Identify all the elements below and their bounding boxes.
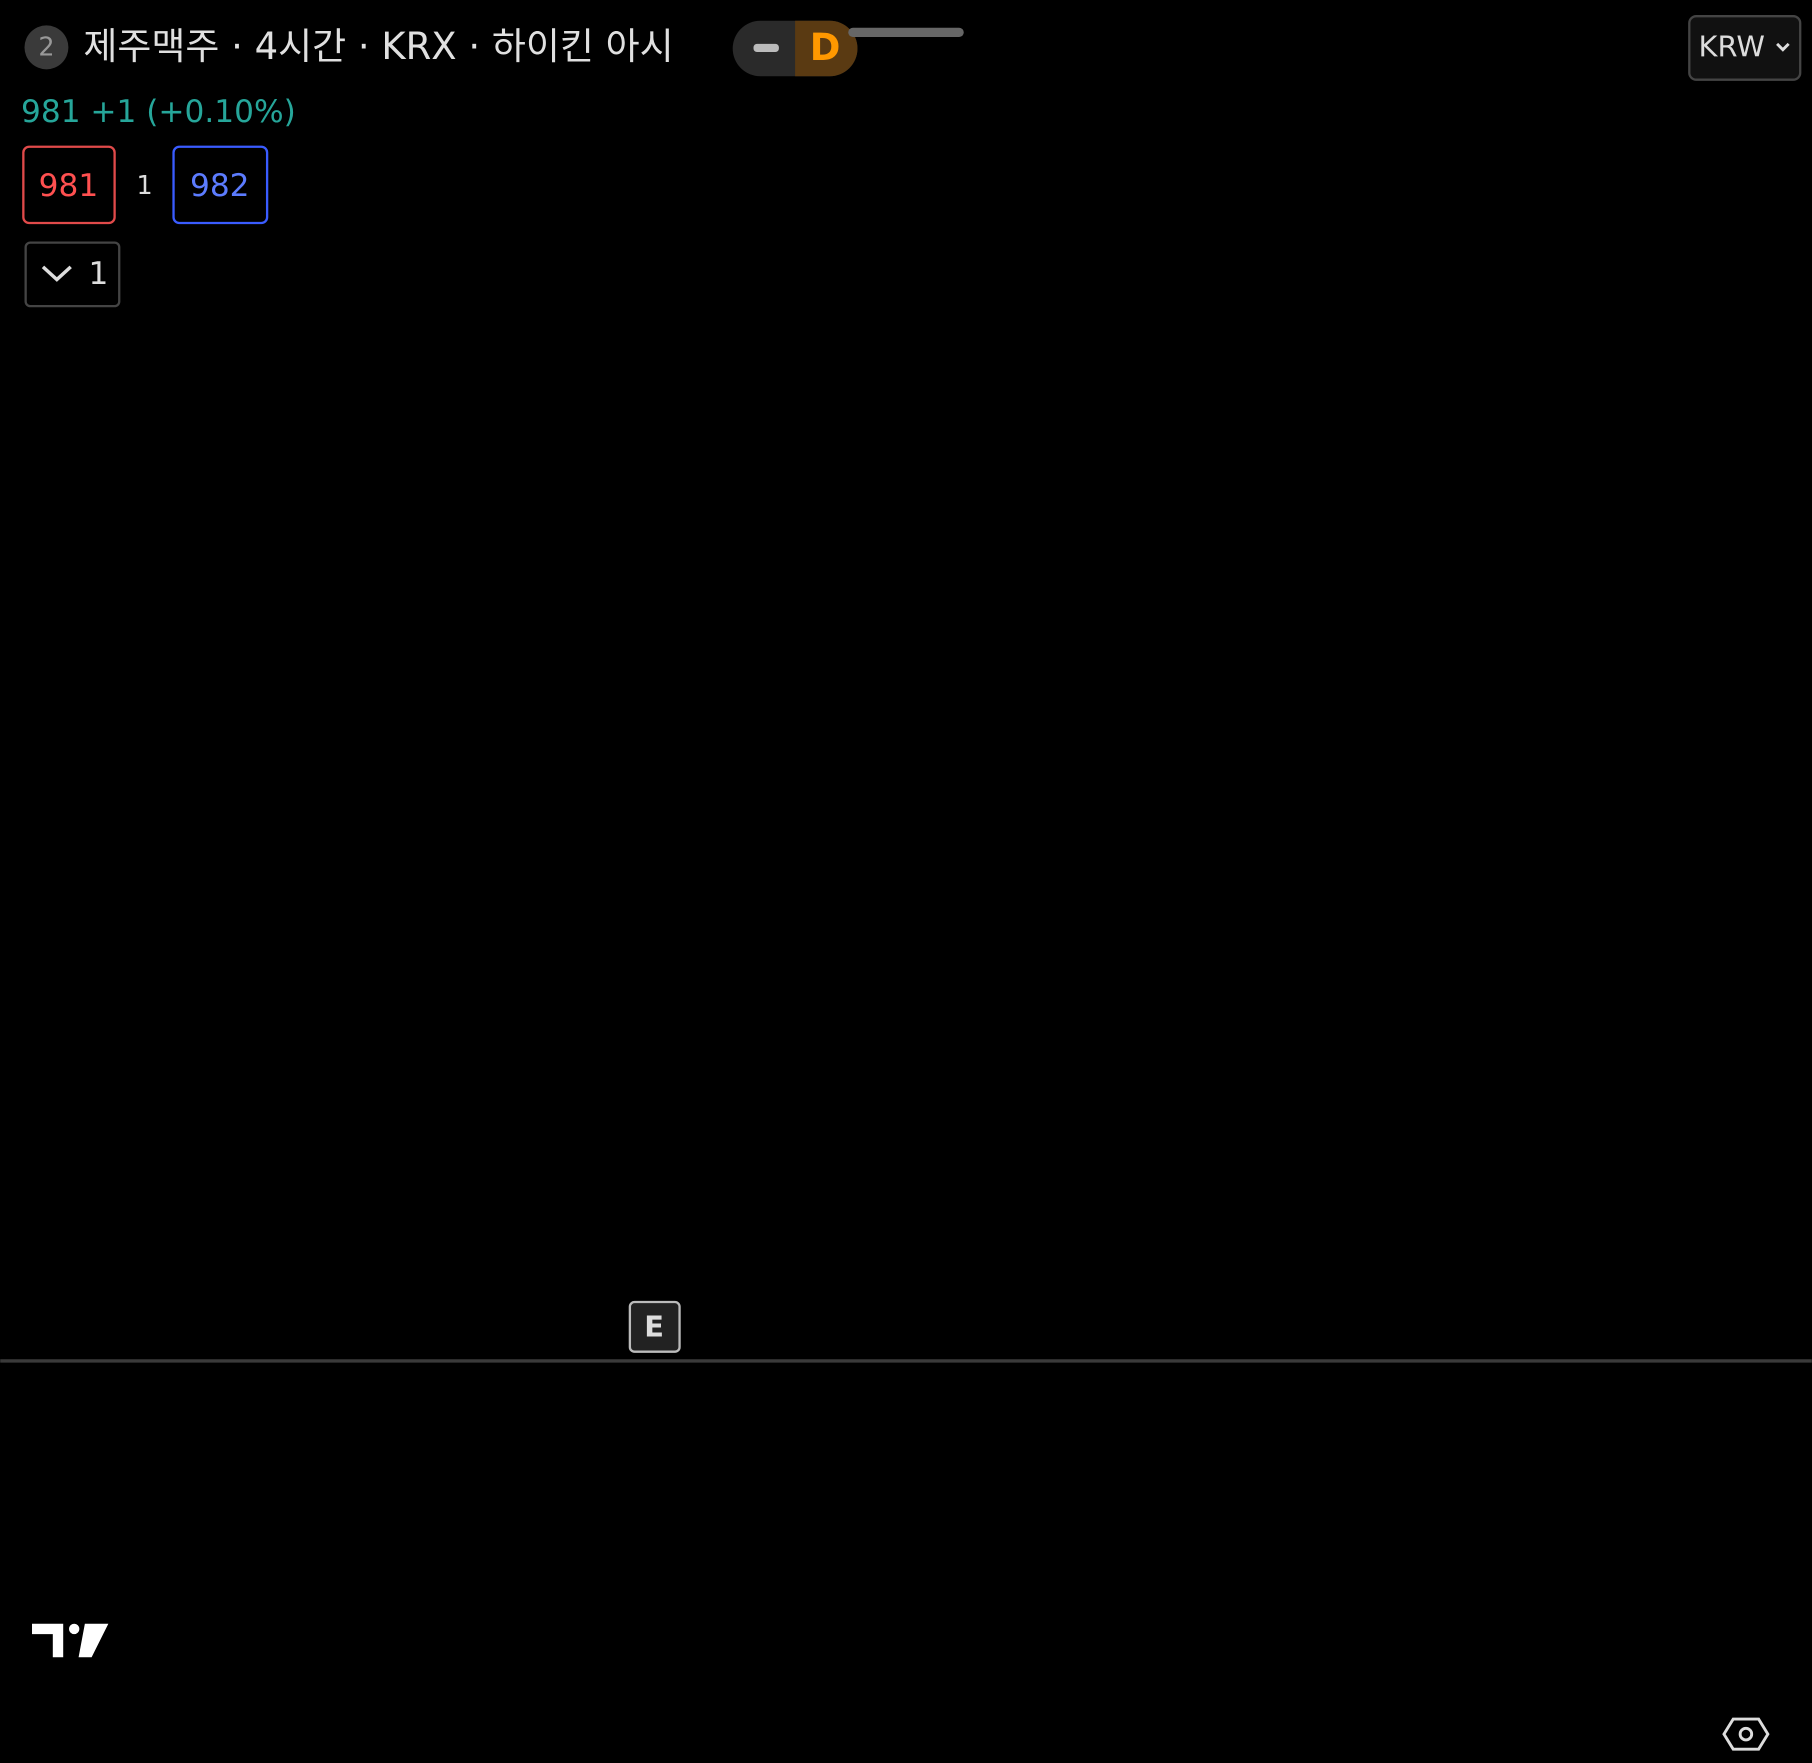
last-price: 981 [21,94,81,130]
scroll-handle[interactable] [848,27,964,37]
bid: 981 [39,168,99,204]
toggle-d-bg [795,20,858,77]
sell-button[interactable] [22,145,116,225]
logo-t [28,1620,67,1661]
toggle-d: D [810,26,841,69]
settings-icon[interactable] [1722,1717,1770,1751]
badge-text: 2 [38,32,54,62]
event-marker-text: E [644,1310,664,1344]
collapse-count: 1 [89,256,109,292]
buy-button[interactable] [172,145,269,225]
ask: 982 [190,168,250,204]
logo [28,1620,114,1661]
price-change: +1 (+0.10%) [90,94,295,130]
toggle-minus [753,43,779,52]
symbol-title[interactable]: 제주맥주 · 4시간 · KRX · 하이킨 아시 [83,25,673,68]
logo-dot [65,1620,83,1638]
collapse-chevron [41,265,72,282]
currency: KRW [1699,30,1765,64]
badge [24,25,69,70]
event-marker[interactable] [628,1300,681,1353]
settings-icon-center [1738,1726,1754,1742]
currency-chevron [1776,42,1790,52]
spread: 1 [137,170,153,200]
logo-v [74,1620,114,1661]
collapse-button[interactable] [24,241,121,308]
currency-button[interactable] [1688,15,1802,81]
